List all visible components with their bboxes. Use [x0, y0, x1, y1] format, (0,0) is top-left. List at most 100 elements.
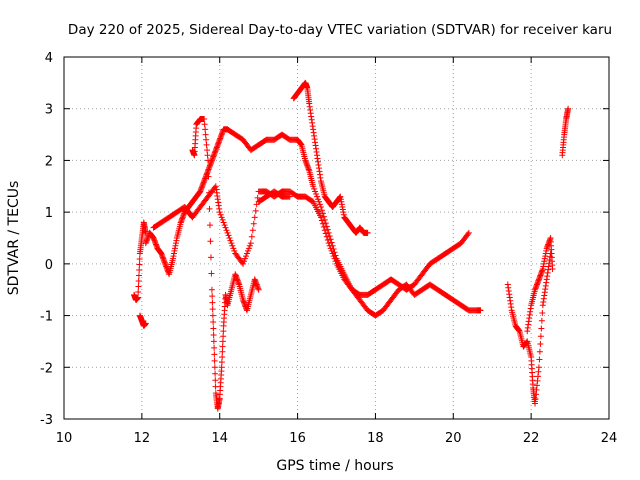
y-tick-label: 4 — [45, 51, 53, 66]
data-point — [252, 207, 259, 214]
data-point — [464, 231, 471, 238]
data-point — [322, 220, 329, 227]
data-point — [205, 173, 212, 180]
y-axis-title: SDTVAR / TECUs — [6, 181, 22, 296]
data-point — [244, 247, 251, 254]
data-point — [242, 255, 249, 262]
data-point — [537, 333, 544, 340]
data-point — [328, 247, 335, 254]
data-point — [226, 235, 233, 241]
data-point — [219, 353, 226, 360]
data-point — [245, 245, 252, 252]
data-point — [465, 229, 472, 236]
data-point — [536, 348, 543, 355]
y-tick-label: 2 — [45, 154, 53, 169]
data-point — [211, 364, 218, 371]
data-point — [315, 196, 322, 203]
data-point — [210, 319, 217, 326]
data-point — [247, 240, 254, 247]
data-point — [231, 247, 238, 254]
data-point — [536, 356, 543, 363]
data-point — [325, 240, 332, 247]
data-point — [219, 343, 226, 350]
data-point — [136, 261, 143, 268]
data-point — [240, 260, 247, 267]
x-tick-label: 20 — [445, 431, 462, 446]
data-point — [313, 191, 320, 198]
series-track-f — [290, 79, 371, 236]
data-point — [322, 230, 329, 237]
chart-title: Day 220 of 2025, Sidereal Day-to-day VTE… — [68, 22, 612, 38]
data-point — [206, 222, 213, 229]
data-point — [219, 348, 226, 355]
x-tick-label: 16 — [289, 431, 306, 446]
data-point — [323, 233, 330, 240]
data-point — [218, 364, 225, 371]
data-point — [136, 266, 143, 273]
data-point — [321, 227, 328, 234]
x-tick-label: 24 — [601, 431, 618, 446]
data-point — [206, 189, 213, 196]
x-tick-label: 18 — [367, 431, 384, 446]
data-point — [209, 306, 216, 313]
data-point — [248, 233, 255, 240]
y-tick-label: 3 — [45, 103, 53, 118]
plot-frame — [63, 56, 610, 420]
data-point — [220, 328, 227, 335]
y-tick-label: -1 — [40, 310, 53, 325]
data-point — [212, 370, 219, 377]
data-point — [201, 116, 208, 123]
data-point — [311, 185, 318, 192]
y-axis: -3 -2 -1 0 1 2 3 4 — [40, 51, 609, 428]
data-point — [224, 229, 231, 236]
data-point — [221, 222, 228, 229]
data-point — [332, 258, 339, 265]
data-point — [227, 237, 234, 244]
data-point — [229, 242, 236, 249]
data-point — [135, 283, 142, 290]
data-point — [319, 220, 326, 227]
data-point — [535, 364, 542, 371]
data-point — [211, 344, 218, 351]
data-point — [142, 320, 149, 327]
y-tick-label: -3 — [40, 413, 53, 428]
x-tick-label: 22 — [523, 431, 540, 446]
data-point — [326, 242, 333, 249]
series-track-j — [559, 105, 572, 159]
data-point — [210, 338, 217, 345]
data-point — [328, 239, 335, 246]
data-point — [255, 286, 262, 293]
data-point — [219, 216, 226, 223]
data-point — [324, 236, 331, 243]
data-point — [230, 245, 237, 252]
data-point — [549, 266, 556, 273]
series-track-b — [136, 312, 149, 329]
data-points — [131, 79, 572, 412]
data-point — [364, 229, 371, 236]
data-point — [223, 227, 230, 234]
data-point — [210, 331, 217, 338]
data-point — [204, 152, 211, 159]
data-point — [312, 188, 319, 195]
data-point — [220, 219, 227, 226]
data-point — [538, 325, 545, 332]
x-axis: 10 12 14 16 18 20 22 24 — [56, 57, 618, 446]
data-point — [318, 217, 325, 224]
data-point — [203, 141, 210, 148]
data-point — [254, 194, 261, 201]
data-point — [250, 220, 257, 227]
data-point — [209, 299, 216, 306]
series-track-e — [189, 116, 262, 412]
data-point — [222, 224, 229, 231]
x-tick-label: 14 — [211, 431, 228, 446]
data-point — [136, 256, 143, 263]
data-point — [321, 216, 328, 223]
data-point — [209, 312, 216, 319]
data-point — [327, 236, 334, 243]
data-point — [201, 121, 208, 128]
x-tick-label: 10 — [56, 431, 73, 446]
data-point — [286, 193, 293, 200]
series-track-d — [150, 183, 472, 298]
series-track-a — [131, 219, 149, 304]
data-point — [241, 258, 248, 265]
